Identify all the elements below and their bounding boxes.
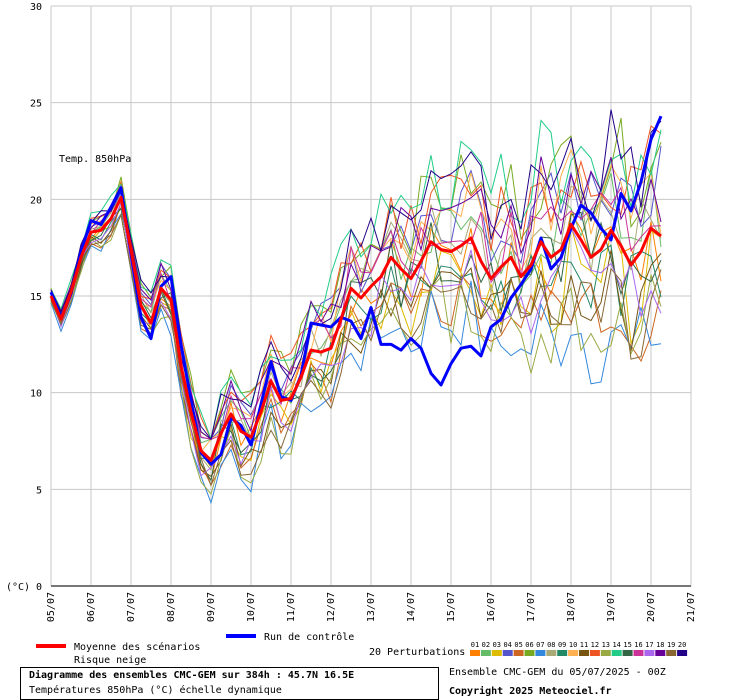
footer-title-box: Diagramme des ensembles CMC-GEM sur 384h… (20, 667, 439, 700)
perturbation-legend-number: 14 (612, 641, 620, 649)
perturbation-legend-number: 16 (634, 641, 642, 649)
perturbation-legend-number: 05 (514, 641, 522, 649)
x-tick-label: 21/07 (686, 592, 697, 622)
perturbation-line (50, 156, 662, 441)
x-tick-label: 18/07 (566, 592, 577, 622)
x-tick-label: 07/07 (126, 592, 137, 622)
footer-subtitle: Températures 850hPa (°C) échelle dynamiq… (29, 685, 282, 696)
perturbation-legend-swatch (491, 650, 502, 656)
perturbation-legend-number: 10 (569, 641, 577, 649)
control-run-line (49, 115, 663, 466)
x-tick-labels: 05/07 06/07 07/07 08/07 09/07 10/07 11/07 12/07… (46, 592, 697, 622)
y-tick-label: 15 (30, 292, 42, 303)
perturbation-legend-swatch (655, 650, 666, 656)
perturbation-legend-swatch (589, 650, 600, 656)
x-tick-label: 17/07 (526, 592, 537, 622)
perturbation-legend: 01 02 03 04 05 06 07 08 09 10 11 12 13 14 15 16 17 18 19 20 (470, 641, 688, 656)
x-tick-label: 08/07 (166, 592, 177, 622)
perturbation-legend-number: 18 (656, 641, 664, 649)
perturbation-legend-number: 15 (623, 641, 631, 649)
ensemble-mean-line (49, 195, 662, 462)
x-tick-label: 13/07 (366, 592, 377, 622)
perturbation-legend-number: 09 (558, 641, 566, 649)
y-axis-label: (°C) (6, 582, 30, 593)
legend-perturbations-label: 20 Perturbations (369, 647, 465, 658)
perturbation-legend-number: 12 (591, 641, 599, 649)
x-tick-label: 20/07 (646, 592, 657, 622)
perturbation-legend-number: 11 (580, 641, 588, 649)
perturbation-legend-swatch (579, 650, 589, 656)
perturbation-legend-number: 19 (667, 641, 675, 649)
x-tick-label: 09/07 (206, 592, 217, 622)
y-tick-label: 5 (36, 485, 42, 496)
perturbation-legend-swatch (622, 650, 633, 656)
legend-snow-label: Risque neige (74, 655, 146, 666)
perturbation-legend-swatch (677, 650, 688, 656)
footer-title: Diagramme des ensembles CMC-GEM sur 384h… (29, 670, 355, 681)
legend-mean-label: Moyenne des scénarios (74, 641, 200, 653)
x-tick-label: 14/07 (406, 592, 417, 622)
x-tick-label: 05/07 (46, 592, 57, 622)
perturbation-line (50, 145, 662, 440)
run-info: Ensemble CMC-GEM du 05/07/2025 - 00Z (449, 667, 666, 678)
inline-chart-label: Temp. 850hPa (59, 154, 131, 165)
perturbation-line (50, 166, 662, 444)
perturbation-legend-number: 03 (493, 641, 501, 649)
y-tick-labels: 0 5 10 15 20 25 30 (30, 2, 42, 593)
perturbation-legend-swatch (524, 650, 535, 656)
x-tick-label: 19/07 (606, 592, 617, 622)
y-tick-label: 10 (30, 389, 42, 400)
perturbation-legend-swatch (600, 650, 611, 656)
perturbation-line (50, 119, 662, 441)
perturbation-legend-swatch (502, 650, 513, 656)
perturbation-legend-swatch (666, 650, 677, 656)
perturbation-legend-number: 20 (678, 641, 686, 649)
perturbation-legend-number: 08 (547, 641, 555, 649)
perturbation-legend-number: 02 (482, 641, 490, 649)
perturbation-legend-number: 04 (503, 641, 511, 649)
perturbation-legend-number: 13 (602, 641, 610, 649)
x-tick-label: 06/07 (86, 592, 97, 622)
perturbation-legend-number: 01 (471, 641, 479, 649)
y-tick-label: 0 (36, 582, 42, 593)
perturbation-legend-swatch (568, 650, 579, 656)
x-tick-label: 16/07 (486, 592, 497, 622)
copyright: Copyright 2025 Meteociel.fr (449, 685, 612, 697)
x-tick-label: 10/07 (246, 592, 257, 622)
perturbation-legend-number: 17 (645, 641, 653, 649)
perturbation-legend-swatch (535, 650, 546, 656)
x-tick-label: 12/07 (326, 592, 337, 622)
perturbation-legend-number: 06 (525, 641, 533, 649)
x-tick-label: 15/07 (446, 592, 457, 622)
y-tick-label: 20 (30, 195, 42, 206)
perturbation-legend-swatch (644, 650, 655, 656)
perturbation-lines (50, 109, 662, 505)
y-tick-label: 30 (30, 2, 42, 13)
perturbation-legend-swatch (470, 650, 480, 656)
perturbation-legend-swatch (611, 650, 622, 656)
perturbation-legend-swatch (513, 650, 524, 656)
perturbation-legend-number: 07 (536, 641, 544, 649)
perturbation-legend-swatch (633, 650, 644, 656)
y-tick-label: 25 (30, 99, 42, 110)
perturbation-legend-swatch (480, 650, 491, 656)
perturbation-line (50, 184, 662, 441)
main-lines (49, 115, 663, 466)
perturbation-legend-swatch (546, 650, 557, 656)
legend-control-label: Run de contrôle (264, 631, 354, 643)
perturbation-legend-swatch (557, 650, 568, 656)
x-tick-label: 11/07 (286, 592, 297, 622)
perturbation-line (50, 109, 662, 441)
